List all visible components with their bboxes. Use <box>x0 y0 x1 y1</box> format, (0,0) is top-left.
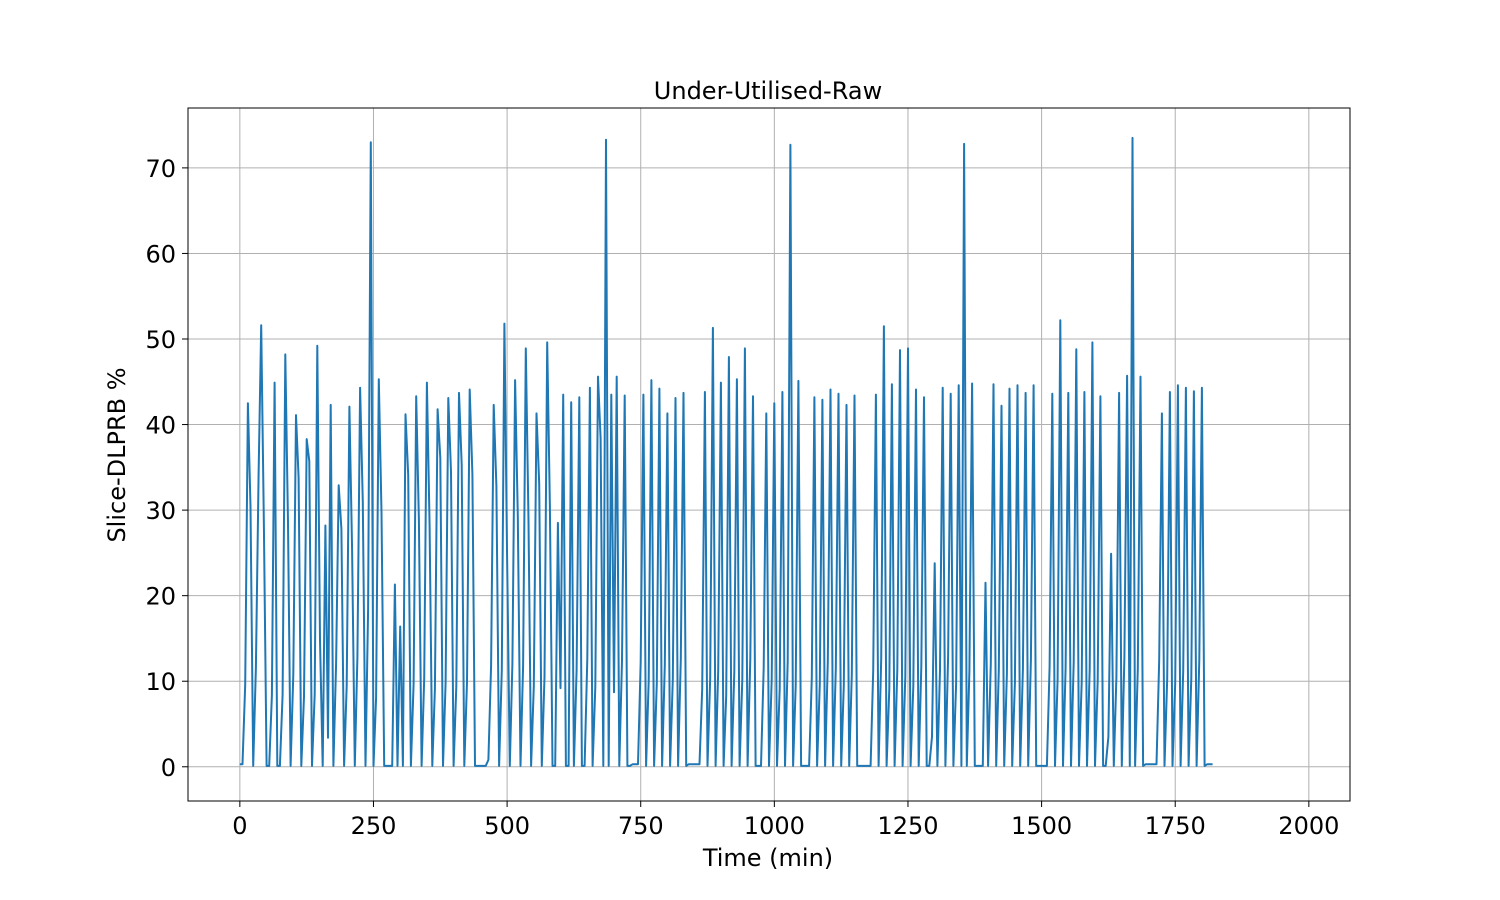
x-tick-label: 750 <box>618 812 664 840</box>
series-line-0 <box>239 136 1213 767</box>
x-tick-label: 2000 <box>1278 812 1339 840</box>
x-axis: 0 250 500 750 1000 1250 1500 1750 2000 <box>232 801 1339 840</box>
x-tick-label: 500 <box>484 812 530 840</box>
x-tick-label: 1500 <box>1011 812 1072 840</box>
x-tick-label: 1750 <box>1145 812 1206 840</box>
y-tick-label: 50 <box>145 326 176 354</box>
y-tick-label: 40 <box>145 412 176 440</box>
x-tick-label: 0 <box>232 812 247 840</box>
chart-title: Under-Utilised-Raw <box>654 77 882 105</box>
series-group <box>239 136 1213 767</box>
y-tick-label: 30 <box>145 497 176 525</box>
x-tick-label: 250 <box>351 812 397 840</box>
x-tick-label: 1250 <box>877 812 938 840</box>
y-axis-label: Slice-DLPRB % <box>103 367 131 542</box>
x-axis-label: Time (min) <box>702 844 833 872</box>
y-axis: 0 10 20 30 40 50 60 70 <box>145 155 188 782</box>
y-tick-label: 10 <box>145 668 176 696</box>
x-tick-label: 1000 <box>744 812 805 840</box>
y-tick-label: 70 <box>145 155 176 183</box>
y-tick-label: 60 <box>145 240 176 268</box>
y-tick-label: 20 <box>145 583 176 611</box>
plot-frame <box>187 107 1351 802</box>
y-tick-label: 0 <box>161 754 176 782</box>
